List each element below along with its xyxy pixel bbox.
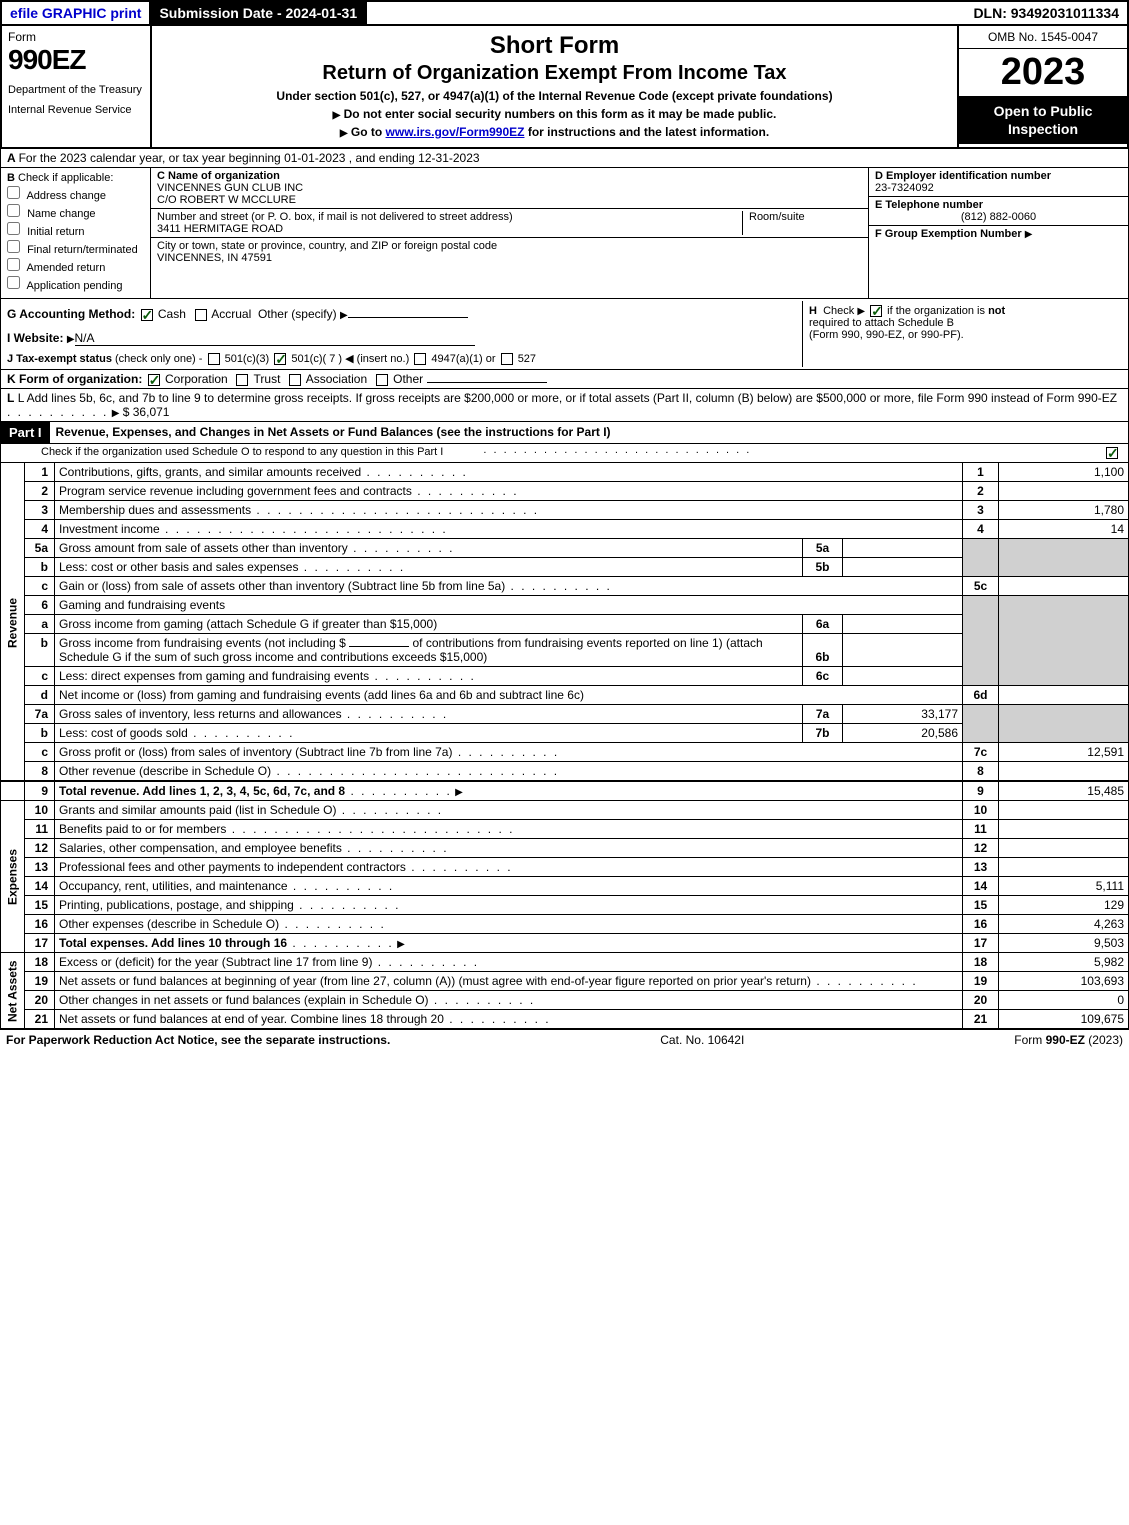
e-phone-label: E Telephone number [875,199,983,211]
city-label: City or town, state or province, country… [157,240,497,252]
irs: Internal Revenue Service [8,104,144,116]
side-revenue: Revenue [1,463,25,781]
efile-print-link[interactable]: efile GRAPHIC print [2,2,151,24]
row-a-tax-year: A For the 2023 calendar year, or tax yea… [0,149,1129,168]
title-return: Return of Organization Exempt From Incom… [162,62,947,85]
dln: DLN: 93492031011334 [965,2,1127,24]
cb-amended-return[interactable]: Amended return [7,258,144,274]
phone-value: (812) 882-0060 [875,211,1122,223]
ein-value: 23-7324092 [875,182,934,194]
j-tax-exempt: J Tax-exempt status (check only one) - 5… [7,350,802,367]
val-7c: 12,591 [999,743,1129,762]
val-14: 5,111 [999,877,1129,896]
dept-treasury: Department of the Treasury [8,84,144,96]
val-18: 5,982 [999,953,1129,972]
row-l: L L Add lines 5b, 6c, and 7b to line 9 t… [0,389,1129,422]
top-header: efile GRAPHIC print Submission Date - 20… [0,0,1129,26]
cb-cash[interactable] [141,309,153,321]
cb-527[interactable] [501,353,513,365]
val-16: 4,263 [999,915,1129,934]
b-label: B Check if applicable: [7,172,144,184]
val-20: 0 [999,991,1129,1010]
other-specify-input[interactable] [348,317,468,318]
city-state-zip: VINCENNES, IN 47591 [157,252,272,264]
goto-instructions: Go to www.irs.gov/Form990EZ for instruct… [162,125,947,139]
cb-initial-return[interactable]: Initial return [7,222,144,238]
part1-title: Revenue, Expenses, and Changes in Net As… [50,422,617,443]
cb-final-return[interactable]: Final return/terminated [7,240,144,256]
val-21: 109,675 [999,1010,1129,1029]
val-7a: 33,177 [843,705,963,724]
part1-badge: Part I [1,422,50,443]
f-group-label: F Group Exemption Number [875,228,1022,240]
org-name: VINCENNES GUN CLUB INC [157,182,303,194]
i-website: I Website: N/A [7,327,802,350]
val-4: 14 [999,520,1129,539]
side-expenses: Expenses [1,801,25,953]
cb-other-org[interactable] [376,374,388,386]
d-ein-label: D Employer identification number [875,170,1051,182]
page-footer: For Paperwork Reduction Act Notice, see … [0,1029,1129,1050]
submission-date: Submission Date - 2024-01-31 [151,2,367,24]
g-accounting: G Accounting Method: Cash Accrual Other … [7,301,802,327]
val-3: 1,780 [999,501,1129,520]
cb-corporation[interactable] [148,374,160,386]
cb-4947[interactable] [414,353,426,365]
form-word: Form [8,30,144,44]
row-g-h: G Accounting Method: Cash Accrual Other … [0,299,1129,370]
cb-accrual[interactable] [195,309,207,321]
cb-schedule-b[interactable] [870,305,882,317]
addr-label: Number and street (or P. O. box, if mail… [157,211,513,223]
col-def: D Employer identification number 23-7324… [868,168,1128,298]
cb-501c[interactable] [274,353,286,365]
part1-header: Part I Revenue, Expenses, and Changes in… [0,422,1129,444]
val-2 [999,482,1129,501]
side-net-assets: Net Assets [1,953,25,1029]
form-header: Form 990EZ Department of the Treasury In… [0,26,1129,149]
col-c-org-info: C Name of organization VINCENNES GUN CLU… [151,168,868,298]
form-number: 990EZ [8,44,144,76]
col-b-checkboxes: B Check if applicable: Address change Na… [1,168,151,298]
part1-check-row: Check if the organization used Schedule … [0,444,1129,463]
form-id-block: Form 990EZ Department of the Treasury In… [2,26,152,147]
val-19: 103,693 [999,972,1129,991]
val-7b: 20,586 [843,724,963,743]
title-short-form: Short Form [162,32,947,60]
cb-association[interactable] [289,374,301,386]
h-schedule-b: H Check if the organization is not requi… [802,301,1122,367]
val-1: 1,100 [999,463,1129,482]
cb-application-pending[interactable]: Application pending [7,276,144,292]
room-suite-label: Room/suite [742,211,862,235]
subtitle: Under section 501(c), 527, or 4947(a)(1)… [162,89,947,103]
paperwork-notice: For Paperwork Reduction Act Notice, see … [6,1033,390,1047]
irs-link[interactable]: www.irs.gov/Form990EZ [386,125,525,139]
open-to-public: Open to Public Inspection [959,96,1127,144]
cb-trust[interactable] [236,374,248,386]
section-b-c-def: B Check if applicable: Address change Na… [0,168,1129,299]
cb-name-change[interactable]: Name change [7,204,144,220]
street-address: 3411 HERMITAGE ROAD [157,223,283,235]
row-k: K Form of organization: Corporation Trus… [0,370,1129,389]
form-right-block: OMB No. 1545-0047 2023 Open to Public In… [957,26,1127,147]
website-value: N/A [75,331,95,345]
care-of: C/O ROBERT W MCCLURE [157,194,296,206]
lines-table: Revenue 1Contributions, gifts, grants, a… [0,463,1129,1029]
val-15: 129 [999,896,1129,915]
cb-address-change[interactable]: Address change [7,186,144,202]
val-17: 9,503 [999,934,1129,953]
gross-receipts: $ 36,071 [123,405,170,419]
omb-number: OMB No. 1545-0047 [959,26,1127,49]
ln-1: 1 [25,463,55,482]
form-title-block: Short Form Return of Organization Exempt… [152,26,957,147]
cb-501c3[interactable] [208,353,220,365]
cat-no: Cat. No. 10642I [660,1033,744,1047]
part1-check-text: Check if the organization used Schedule … [1,444,483,462]
form-ref: Form 990-EZ (2023) [1014,1033,1123,1047]
val-9: 15,485 [999,781,1129,801]
c-name-label: C Name of organization [157,170,280,182]
cb-schedule-o[interactable] [1106,447,1118,459]
tax-year: 2023 [959,49,1127,96]
ssn-warning: Do not enter social security numbers on … [162,107,947,121]
